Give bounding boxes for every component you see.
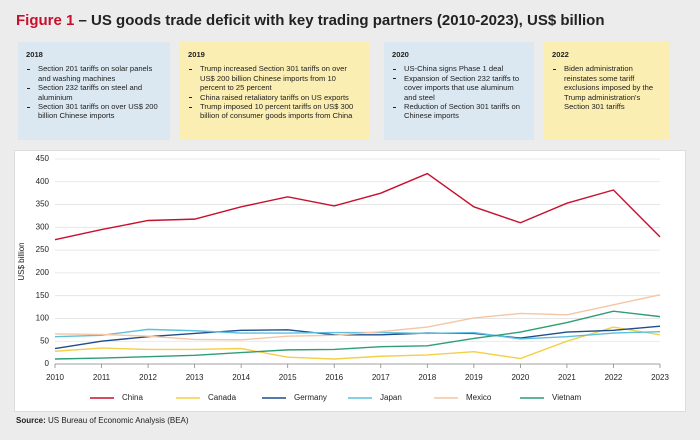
annotation-text: Reduction of Section 301 tariffs on Chin… <box>404 102 520 121</box>
annotation-item: Trump increased Section 301 tariffs on o… <box>189 64 362 93</box>
annotation-list: Biden administration reinstates some tar… <box>552 64 662 111</box>
title: Figure 1 – US goods trade deficit with k… <box>16 12 605 29</box>
annotation-item: Biden administration reinstates some tar… <box>553 64 662 112</box>
title-label: Figure 1 <box>16 12 75 29</box>
bullet <box>393 68 396 70</box>
annotation-box: 2022 Biden administration reinstates some… <box>544 42 670 140</box>
x-tick-label: 2015 <box>279 373 297 382</box>
annotation-text: US-China signs Phase 1 deal <box>404 64 504 74</box>
annotation-year: 2018 <box>26 50 43 59</box>
x-tick-label: 2012 <box>139 373 157 382</box>
annotation-text: Biden administration reinstates some tar… <box>564 64 654 112</box>
series-line <box>54 328 661 340</box>
legend-label: Germany <box>294 393 327 402</box>
bullet <box>189 68 192 70</box>
x-tick-label: 2022 <box>605 373 623 382</box>
y-tick-label: 0 <box>45 359 50 368</box>
source-label: Source: <box>16 416 46 425</box>
bullet <box>189 97 192 99</box>
annotation-text: Section 301 tariffs on over US$ 200 bill… <box>38 102 158 121</box>
legend-label: China <box>122 393 143 402</box>
bullet <box>553 68 556 70</box>
legend-label: Vietnam <box>552 393 582 402</box>
legend-label: Canada <box>208 393 237 402</box>
y-tick-label: 100 <box>36 314 50 323</box>
y-tick-label: 300 <box>36 222 50 231</box>
y-tick-label: 450 <box>36 154 50 163</box>
y-tick-label: 50 <box>40 336 49 345</box>
chart-panel <box>14 150 686 412</box>
annotation-item: Reduction of Section 301 tariffs on Chin… <box>393 102 526 121</box>
bullet <box>393 78 396 80</box>
annotation-text: Section 201 tariffs on solar panels and … <box>38 64 153 83</box>
annotation-year: 2019 <box>188 50 205 59</box>
annotation-item: China raised retaliatory tariffs on US e… <box>189 92 362 102</box>
y-tick-label: 400 <box>36 177 50 186</box>
x-tick-label: 2014 <box>232 373 250 382</box>
series-line <box>54 172 661 241</box>
annotation-box: 2019 Trump increased Section 301 tariffs … <box>180 42 370 140</box>
bullet <box>189 106 192 108</box>
annotation-text: Trump increased Section 301 tariffs on o… <box>200 64 347 93</box>
y-axis-label: US$ billion <box>17 242 26 280</box>
bullet <box>27 106 30 108</box>
bullet <box>27 68 30 70</box>
annotation-text: Expansion of Section 232 tariffs to cove… <box>404 73 520 102</box>
annotation-year: 2022 <box>552 50 569 59</box>
annotation-box: 2018 Section 201 tariffs on solar panels … <box>18 42 170 140</box>
source: Source: US Bureau of Economic Analysis (… <box>16 416 189 425</box>
x-tick-label: 2010 <box>46 373 64 382</box>
x-tick-label: 2023 <box>651 373 669 382</box>
annotation-item: Section 201 tariffs on solar panels and … <box>27 64 162 83</box>
x-tick-label: 2017 <box>372 373 390 382</box>
annotation-item: US-China signs Phase 1 deal <box>393 64 526 74</box>
legend-label: Japan <box>380 393 402 402</box>
x-tick-label: 2011 <box>93 373 111 382</box>
annotation-item: Trump imposed 10 percent tariffs on US$ … <box>189 102 362 121</box>
annotation-text: China raised retaliatory tariffs on US e… <box>200 92 349 102</box>
annotation-list: Trump increased Section 301 tariffs on o… <box>188 64 362 120</box>
series-line <box>54 326 661 360</box>
y-tick-label: 200 <box>36 268 50 277</box>
legend-label: Mexico <box>466 393 492 402</box>
y-tick-label: 150 <box>36 291 50 300</box>
annotation-year: 2020 <box>392 50 409 59</box>
annotation-item: Section 232 tariffs on steel and alumini… <box>27 83 162 102</box>
annotation-text: Section 232 tariffs on steel and alumini… <box>38 83 143 102</box>
source-text: US Bureau of Economic Analysis (BEA) <box>48 416 189 425</box>
series-line <box>54 294 661 341</box>
x-tick-label: 2020 <box>511 373 529 382</box>
x-tick-label: 2019 <box>465 373 483 382</box>
bullet <box>27 87 30 89</box>
bullet <box>393 106 396 108</box>
annotation-item: Expansion of Section 232 tariffs to cove… <box>393 73 526 102</box>
title-text: – US goods trade deficit with key tradin… <box>78 12 605 29</box>
annotation-box: 2020 US-China signs Phase 1 deal Expansion… <box>384 42 534 140</box>
annotation-list: Section 201 tariffs on solar panels and … <box>26 64 162 120</box>
annotation-item: Section 301 tariffs on over US$ 200 bill… <box>27 102 162 121</box>
series-line <box>54 310 661 360</box>
annotation-text: Trump imposed 10 percent tariffs on US$ … <box>200 102 354 121</box>
x-tick-label: 2021 <box>558 373 576 382</box>
x-tick-label: 2016 <box>325 373 343 382</box>
annotation-list: US-China signs Phase 1 deal Expansion of … <box>392 64 526 120</box>
y-tick-label: 250 <box>36 245 50 254</box>
x-tick-label: 2018 <box>418 373 436 382</box>
x-tick-label: 2013 <box>186 373 204 382</box>
y-tick-label: 350 <box>36 200 50 209</box>
